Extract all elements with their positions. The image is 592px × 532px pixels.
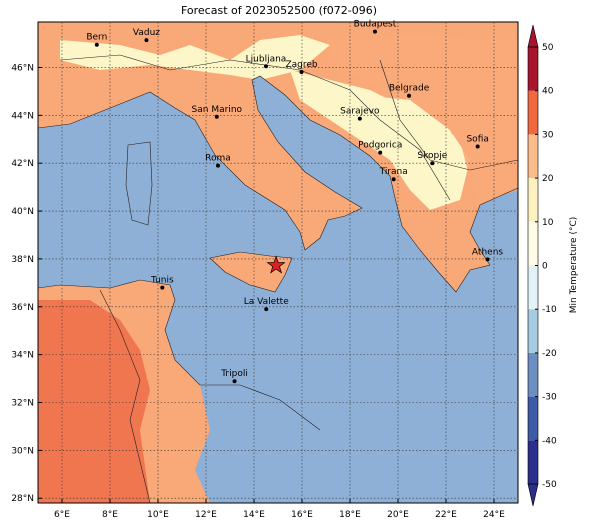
city-point bbox=[232, 379, 237, 384]
x-tick-label: 8°E bbox=[102, 510, 118, 520]
y-tick-label: 42°N bbox=[11, 159, 34, 169]
city-point bbox=[264, 64, 268, 69]
colorbar-segment bbox=[528, 309, 538, 353]
city-label: Tunis bbox=[150, 276, 174, 286]
city-label: Tirana bbox=[379, 167, 408, 177]
city-point bbox=[94, 42, 99, 47]
colorbar-segment bbox=[528, 90, 538, 135]
city-point bbox=[214, 114, 219, 119]
x-tick-label: 16°E bbox=[291, 510, 313, 520]
x-tick-label: 14°E bbox=[243, 510, 265, 520]
city-label: Zagreb bbox=[285, 60, 317, 70]
x-tick-label: 10°E bbox=[147, 510, 169, 520]
city-point bbox=[391, 177, 396, 182]
colorbar-segment bbox=[528, 178, 538, 222]
colorbar-tick-label: 10 bbox=[542, 218, 554, 228]
colorbar-segment bbox=[528, 396, 538, 441]
y-tick-label: 30°N bbox=[11, 446, 34, 456]
colorbar-tick-label: 50 bbox=[542, 43, 554, 53]
map-frame bbox=[37, 21, 519, 504]
colorbar-tick-label: 0 bbox=[542, 262, 548, 272]
city-point bbox=[475, 144, 480, 149]
city-label: Bern bbox=[86, 33, 107, 43]
y-tick-label: 40°N bbox=[11, 207, 34, 217]
x-tick-label: 12°E bbox=[195, 510, 217, 520]
colorbar-tick-label: -40 bbox=[542, 436, 557, 446]
city-point bbox=[264, 307, 269, 312]
colorbar-tick-label: -30 bbox=[542, 393, 557, 403]
chart-title: Forecast of 2023052500 (f072-096) bbox=[181, 4, 377, 17]
city-label: Skopje bbox=[417, 151, 447, 161]
colorbar-extend bbox=[527, 483, 539, 507]
city-point bbox=[407, 93, 412, 98]
city-label: Roma bbox=[205, 154, 231, 164]
city-label: San Marino bbox=[192, 105, 243, 115]
colorbar-segment bbox=[528, 265, 538, 310]
colorbar-tick-label: 40 bbox=[542, 87, 554, 97]
colorbar-label: Min Temperature (°C) bbox=[569, 217, 579, 314]
city-point bbox=[299, 70, 304, 75]
colorbar-tick-label: -10 bbox=[542, 305, 557, 315]
city-label: Athens bbox=[472, 247, 503, 257]
x-tick-label: 24°E bbox=[483, 510, 505, 520]
city-label: La Valette bbox=[244, 297, 289, 307]
event-marker bbox=[266, 255, 286, 274]
city-point bbox=[378, 150, 383, 155]
colorbar-segment bbox=[528, 352, 538, 397]
city-point bbox=[485, 257, 490, 262]
colorbar-tick-label: 30 bbox=[542, 130, 554, 140]
y-tick-label: 38°N bbox=[11, 255, 34, 265]
city-label: Sarajevo bbox=[340, 107, 380, 117]
colorbar-segment bbox=[528, 47, 538, 91]
colorbar-tick-label: 20 bbox=[542, 174, 554, 184]
y-tick-label: 46°N bbox=[11, 63, 34, 73]
city-label: Vaduz bbox=[133, 28, 160, 38]
city-label: Budapest bbox=[354, 20, 397, 30]
x-tick-label: 22°E bbox=[435, 510, 457, 520]
city-point bbox=[430, 161, 435, 166]
x-tick-label: 20°E bbox=[387, 510, 409, 520]
city-label: Ljubljana bbox=[246, 54, 287, 64]
colorbar-segment bbox=[528, 440, 538, 484]
y-tick-label: 44°N bbox=[11, 111, 34, 121]
city-point bbox=[357, 116, 362, 121]
colorbar-tick-label: -20 bbox=[542, 349, 557, 359]
colorbar-extend bbox=[527, 24, 539, 48]
city-point bbox=[216, 163, 220, 168]
y-tick-label: 28°N bbox=[11, 494, 34, 504]
city-label: Belgrade bbox=[389, 84, 430, 94]
colorbar-segment bbox=[528, 134, 538, 179]
x-tick-label: 18°E bbox=[339, 510, 361, 520]
map-fill bbox=[38, 22, 518, 503]
city-label: Podgorica bbox=[358, 141, 402, 151]
city-label: Tripoli bbox=[220, 369, 248, 379]
y-tick-label: 34°N bbox=[11, 351, 34, 361]
x-tick-label: 6°E bbox=[54, 510, 70, 520]
colorbar-segment bbox=[528, 221, 538, 266]
city-point bbox=[144, 38, 149, 43]
y-tick-label: 36°N bbox=[11, 303, 34, 313]
y-tick-label: 32°N bbox=[11, 398, 34, 408]
city-point bbox=[160, 285, 165, 290]
city-label: Sofia bbox=[466, 134, 488, 144]
city-point bbox=[372, 29, 377, 34]
colorbar-tick-label: -50 bbox=[542, 480, 557, 490]
